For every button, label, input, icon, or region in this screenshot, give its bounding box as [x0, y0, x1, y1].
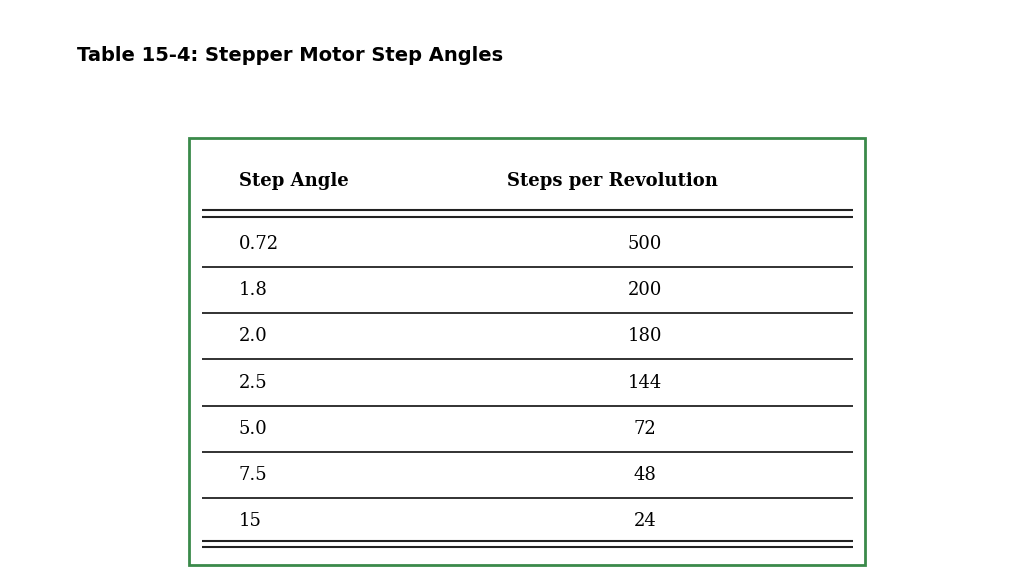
- Text: 7.5: 7.5: [239, 466, 267, 484]
- Text: 144: 144: [628, 373, 663, 392]
- Text: 180: 180: [628, 327, 663, 346]
- Bar: [189, 138, 865, 564]
- Text: Steps per Revolution: Steps per Revolution: [507, 172, 718, 190]
- Text: 2.0: 2.0: [239, 327, 267, 346]
- Text: 48: 48: [634, 466, 656, 484]
- Text: 5.0: 5.0: [239, 419, 267, 438]
- Text: 15: 15: [239, 512, 261, 530]
- Text: Step Angle: Step Angle: [239, 172, 348, 190]
- Text: 1.8: 1.8: [239, 281, 267, 300]
- Text: 200: 200: [628, 281, 663, 300]
- Text: Table 15-4: Stepper Motor Step Angles: Table 15-4: Stepper Motor Step Angles: [77, 46, 503, 65]
- Text: 2.5: 2.5: [239, 373, 267, 392]
- Text: 0.72: 0.72: [239, 235, 279, 253]
- Text: 500: 500: [628, 235, 663, 253]
- Text: 72: 72: [634, 419, 656, 438]
- Text: 24: 24: [634, 512, 656, 530]
